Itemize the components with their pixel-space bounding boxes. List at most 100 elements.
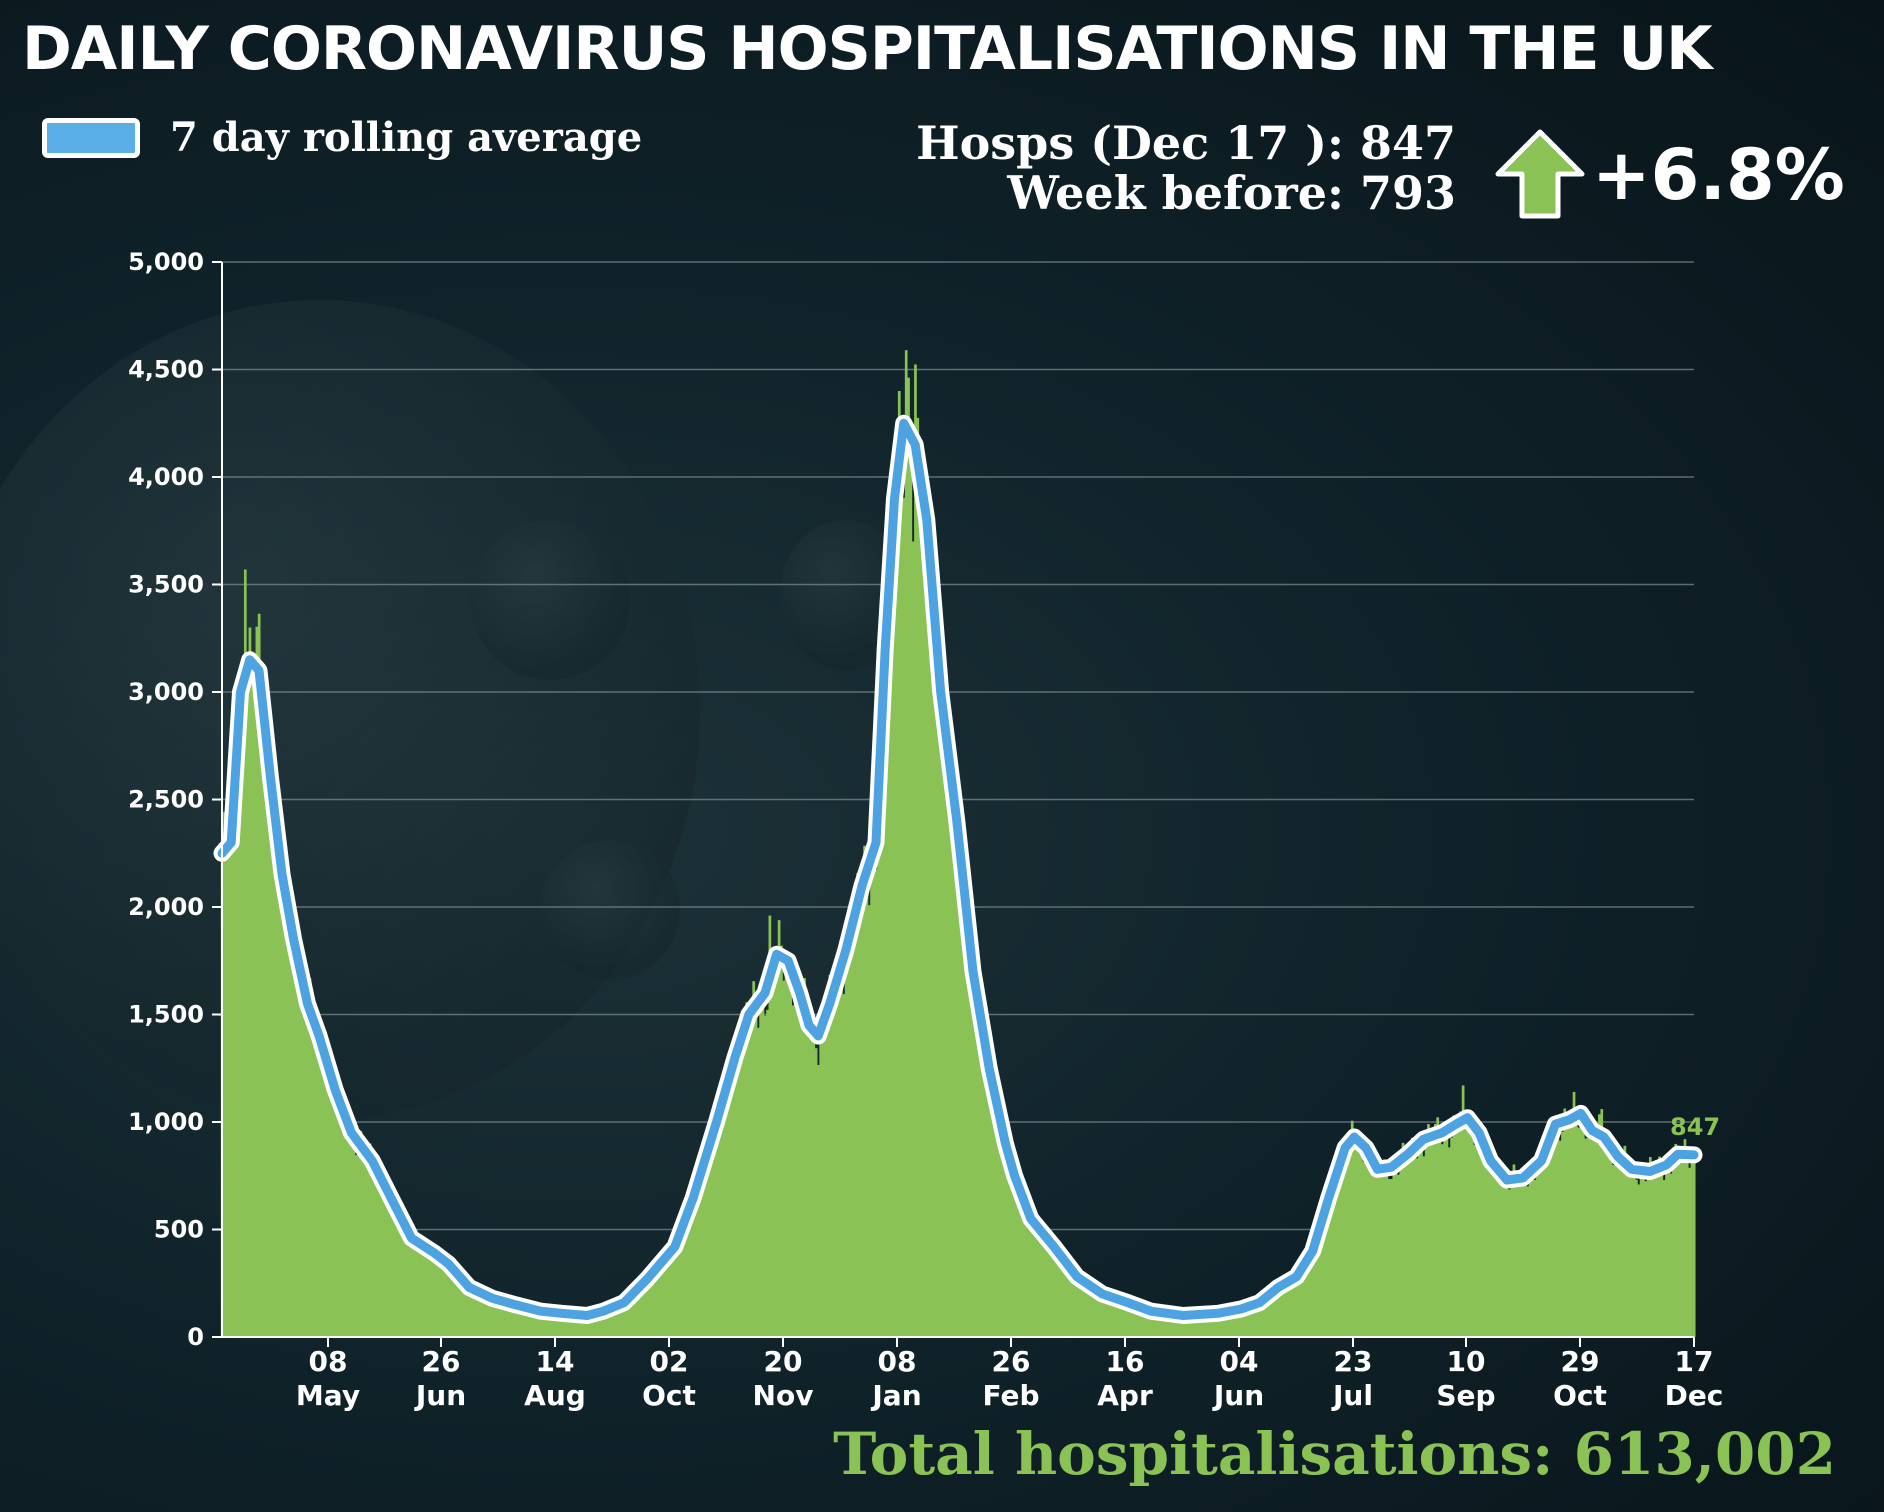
daily-bar: [1297, 1268, 1301, 1337]
daily-bar: [1514, 1173, 1518, 1337]
daily-bar: [1221, 1311, 1225, 1337]
daily-bar: [1383, 1159, 1386, 1337]
x-tick-day: 26: [992, 1345, 1031, 1378]
daily-bar: [856, 872, 860, 1337]
daily-bar: [523, 1306, 527, 1337]
daily-bar: [1043, 1229, 1047, 1337]
daily-bar: [1267, 1294, 1271, 1337]
daily-bar: [442, 1259, 446, 1337]
daily-bar: [1020, 1194, 1024, 1337]
daily-bar: [257, 613, 261, 1337]
y-tick-label: 2,500: [128, 786, 204, 814]
daily-bar: [837, 953, 841, 1337]
rolling-average-path: [217, 418, 1699, 1320]
daily-bar: [1646, 1173, 1650, 1337]
daily-bar: [671, 1253, 675, 1337]
daily-bar: [551, 1313, 555, 1337]
daily-bar: [548, 1311, 552, 1337]
daily-bar: [941, 668, 945, 1337]
daily-bar: [604, 1311, 608, 1337]
daily-bar: [629, 1297, 633, 1337]
daily-bar: [701, 1159, 705, 1337]
daily-bar: [1055, 1253, 1058, 1337]
daily-bar: [736, 1046, 739, 1337]
x-tick-month: Oct: [1553, 1379, 1607, 1412]
daily-bar: [927, 623, 931, 1337]
legend: 7 day rolling average: [42, 114, 642, 161]
daily-bar: [858, 901, 862, 1337]
daily-bar: [689, 1203, 693, 1337]
daily-bar: [408, 1240, 411, 1337]
daily-bar: [1524, 1184, 1527, 1337]
daily-bar: [331, 1080, 335, 1337]
daily-bar: [1672, 1165, 1675, 1337]
daily-bar: [569, 1316, 573, 1337]
daily-bar: [299, 961, 303, 1337]
daily-bar: [1159, 1312, 1162, 1337]
x-tick-day: 17: [1675, 1345, 1714, 1378]
daily-bar: [1082, 1282, 1086, 1337]
daily-bar: [1648, 1157, 1652, 1337]
daily-bar: [1385, 1160, 1389, 1337]
daily-bar: [1126, 1301, 1130, 1337]
daily-bar: [676, 1237, 679, 1337]
daily-bar: [1519, 1171, 1523, 1337]
daily-bar: [1117, 1301, 1121, 1337]
daily-bar: [375, 1168, 379, 1337]
daily-bar: [1464, 1118, 1467, 1337]
daily-bar: [1538, 1149, 1541, 1337]
daily-bar: [685, 1212, 689, 1337]
daily-bar: [1246, 1304, 1250, 1337]
daily-bar: [830, 973, 834, 1337]
daily-bar: [493, 1300, 497, 1337]
daily-bar: [419, 1234, 423, 1337]
x-tick-month: Oct: [642, 1379, 696, 1412]
daily-bar: [1142, 1310, 1146, 1337]
daily-bar: [371, 1165, 374, 1337]
daily-bar: [544, 1313, 548, 1337]
daily-bar: [800, 999, 804, 1337]
daily-bar: [280, 851, 284, 1337]
daily-bar: [1232, 1310, 1236, 1337]
daily-bar: [1163, 1311, 1167, 1337]
daily-bar: [1334, 1176, 1338, 1337]
daily-bar: [479, 1289, 483, 1337]
daily-bar: [1147, 1311, 1151, 1337]
daily-bar: [1581, 1114, 1585, 1337]
daily-bar: [403, 1223, 407, 1337]
daily-bar: [1528, 1170, 1532, 1337]
daily-bar: [745, 1002, 749, 1337]
daily-bar: [944, 748, 947, 1337]
daily-bar: [521, 1305, 524, 1337]
daily-bar: [768, 915, 772, 1337]
daily-bar: [1658, 1156, 1661, 1337]
daily-bar: [646, 1282, 649, 1337]
daily-bar: [313, 1031, 316, 1337]
daily-bar: [930, 578, 933, 1337]
daily-bar: [1177, 1315, 1181, 1337]
daily-bar: [1394, 1165, 1398, 1337]
daily-bar: [782, 980, 786, 1337]
daily-bar: [1045, 1238, 1049, 1337]
daily-bar: [1216, 1313, 1220, 1337]
daily-bar: [498, 1298, 501, 1337]
daily-bar: [1618, 1167, 1622, 1337]
daily-bar: [246, 685, 249, 1337]
daily-bar: [1071, 1271, 1074, 1337]
daily-bar: [867, 905, 871, 1337]
daily-bar: [1311, 1259, 1315, 1337]
daily-bar: [1367, 1147, 1370, 1337]
daily-bar: [530, 1306, 534, 1337]
daily-bar: [239, 681, 243, 1337]
daily-bar: [512, 1303, 515, 1337]
daily-bar: [352, 1137, 356, 1337]
daily-bar: [1059, 1253, 1063, 1337]
daily-bar: [1050, 1236, 1054, 1337]
background-virus-spike: [470, 520, 630, 680]
daily-bar: [620, 1306, 624, 1337]
daily-bar: [1001, 1129, 1005, 1337]
daily-bar: [694, 1182, 698, 1337]
daily-bar: [911, 541, 915, 1337]
daily-bar: [451, 1266, 455, 1337]
daily-bar: [1424, 1143, 1428, 1337]
